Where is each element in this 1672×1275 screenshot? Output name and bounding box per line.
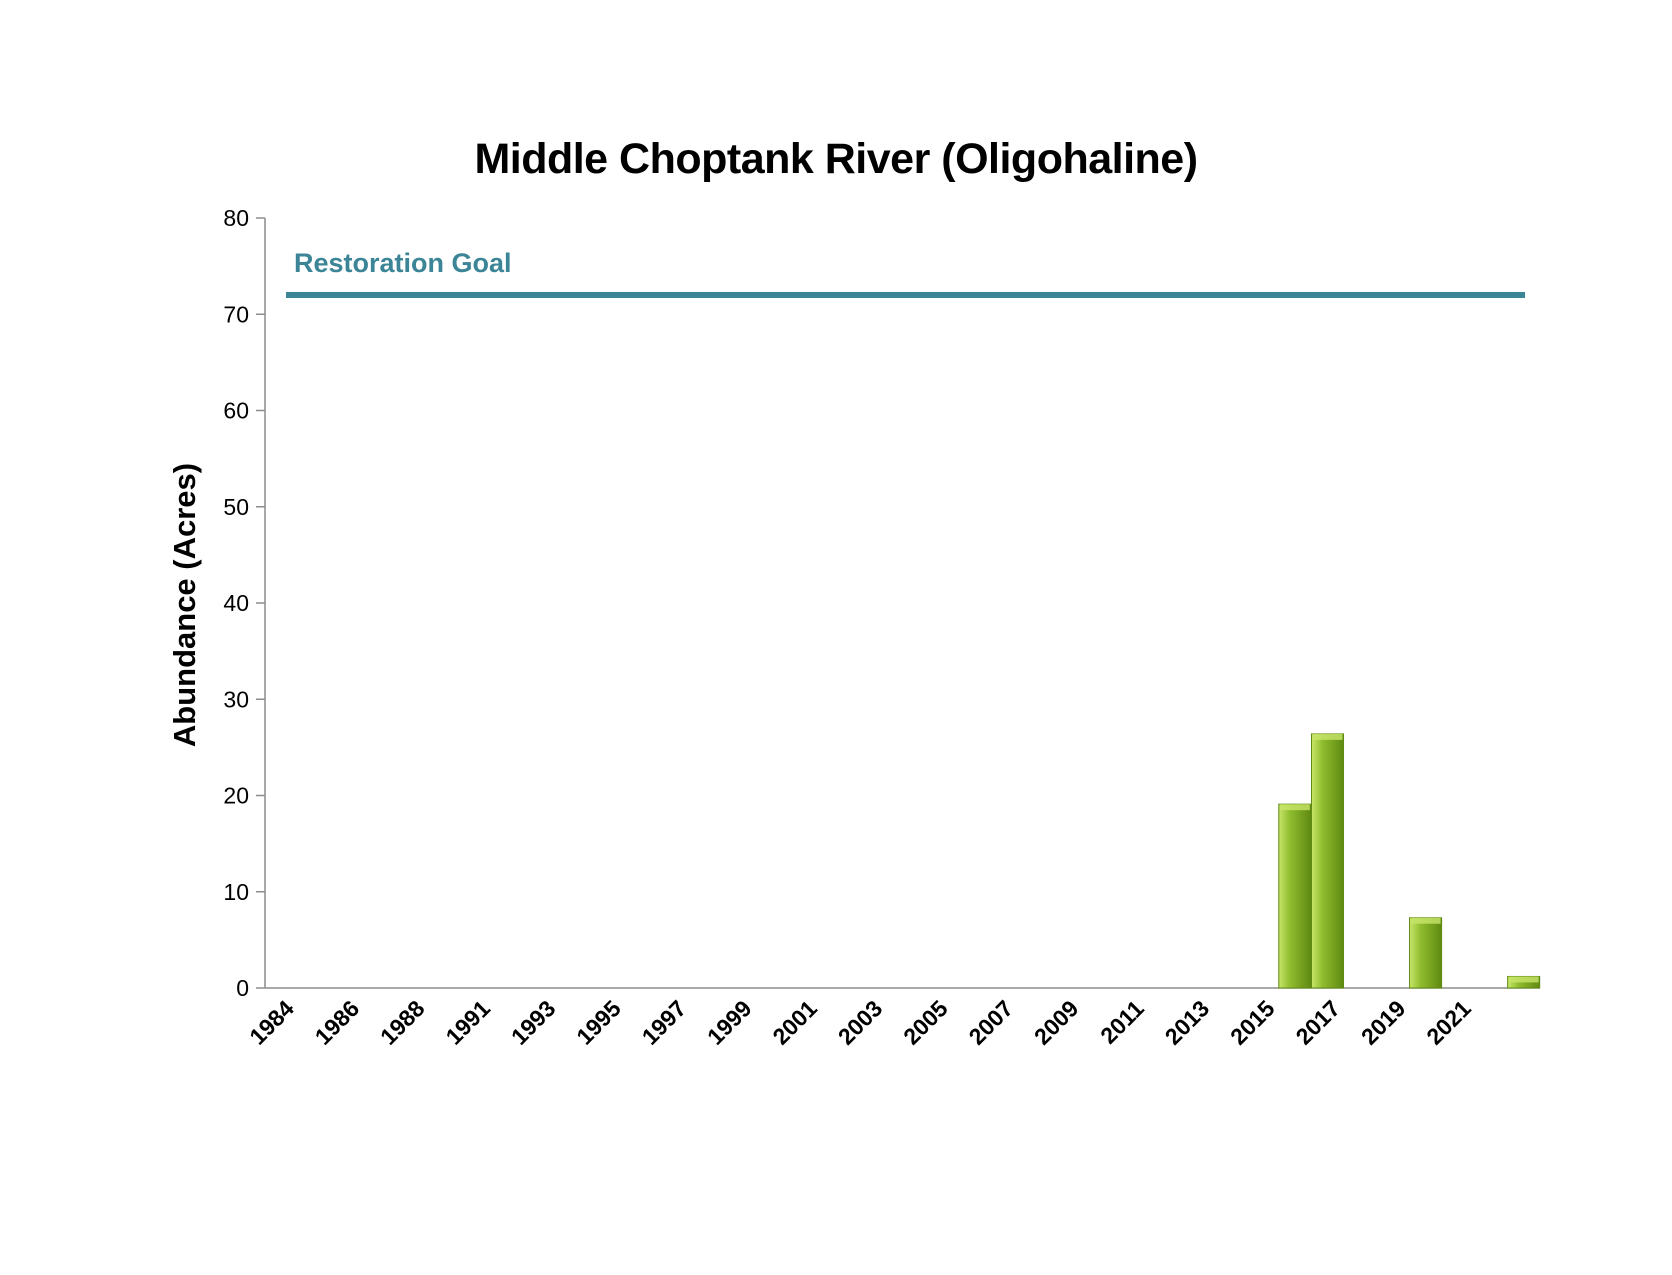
x-tick-label: 1986 — [310, 995, 365, 1050]
bar-highlight — [1410, 917, 1441, 924]
x-tick-label: 1997 — [637, 995, 692, 1050]
y-tick-label: 60 — [223, 398, 249, 424]
x-tick-label: 2009 — [1029, 995, 1084, 1050]
x-tick-label: 1988 — [375, 995, 430, 1050]
x-tick-label: 1999 — [702, 995, 757, 1050]
x-tick-label: 2013 — [1160, 995, 1215, 1050]
x-tick-label: 2017 — [1290, 995, 1345, 1050]
x-tick-label: 1991 — [440, 995, 495, 1050]
x-tick-label: 2021 — [1421, 995, 1476, 1050]
y-ticks: 0 10 20 30 40 50 60 70 80 — [223, 205, 265, 1001]
bar-highlight — [1508, 976, 1539, 983]
y-tick-label: 30 — [223, 686, 249, 712]
bar-highlight — [1279, 804, 1310, 811]
y-tick-label: 80 — [223, 205, 249, 231]
x-ticks: 1984 1986 1988 1991 1993 1995 1997 1999 2001 2003… — [244, 995, 1476, 1050]
axes — [264, 218, 1540, 989]
bar — [1278, 803, 1312, 989]
y-tick-label: 0 — [236, 975, 249, 1001]
x-tick-label: 1993 — [506, 995, 561, 1050]
bar — [1409, 917, 1443, 989]
y-tick-label: 40 — [223, 590, 249, 616]
bars — [1278, 733, 1541, 989]
x-tick-label: 2011 — [1095, 995, 1149, 1049]
x-tick-label: 2007 — [964, 995, 1019, 1050]
x-tick-label: 1984 — [244, 995, 299, 1050]
chart-title: Middle Choptank River (Oligohaline) — [474, 135, 1198, 183]
x-tick-label: 2003 — [833, 995, 888, 1050]
restoration-goal-label: Restoration Goal — [294, 248, 512, 278]
x-tick-label: 1995 — [571, 995, 626, 1050]
bar-highlight — [1312, 733, 1343, 740]
x-tick-label: 2019 — [1356, 995, 1411, 1050]
y-tick-label: 70 — [223, 301, 249, 327]
x-tick-label: 2015 — [1225, 995, 1280, 1050]
y-tick-label: 50 — [223, 494, 249, 520]
x-tick-label: 2005 — [898, 995, 953, 1050]
y-tick-label: 10 — [223, 879, 249, 905]
bar — [1310, 733, 1345, 989]
x-tick-label: 2001 — [767, 995, 822, 1050]
y-tick-label: 20 — [223, 783, 249, 809]
